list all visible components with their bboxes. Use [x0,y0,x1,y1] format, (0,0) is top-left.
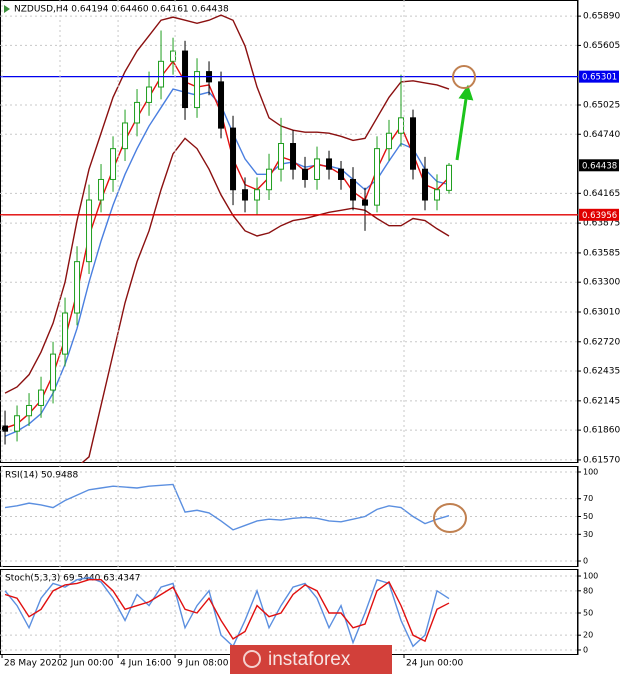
candle-body [74,261,81,314]
candle-body [398,117,405,134]
x-tick-label: 4 Jun 16:00 [120,659,172,669]
x-tick-label: 28 May 2020 [4,659,63,669]
x-tick-label: 9 Jun 08:00 [177,659,229,669]
y-tick-label: 0.65025 [583,100,620,110]
y-tick-label: 70 [583,494,593,503]
indicator-line [4,579,450,643]
candle-body [362,199,369,206]
y-tick-label: 0.64740 [583,130,620,140]
candle-body [254,189,261,201]
title-icon [4,5,10,13]
y-tick-label: 0.65605 [583,41,620,51]
candle-body [314,158,321,180]
candle-body [2,425,9,432]
candle-body [134,101,141,124]
watermark-icon [243,650,261,668]
indicator-line [4,14,450,394]
candle-body [326,158,333,170]
candle-body [14,415,21,432]
candle-body [302,168,309,180]
annotation-circle [433,503,467,533]
y-tick-label: 0.63875 [583,219,620,229]
candle-body [338,168,345,180]
watermark: instaforex [230,645,392,674]
indicator-line [80,137,450,463]
annotation-circle [452,65,476,89]
candle-body [26,404,33,417]
indicator-line [4,576,450,648]
y-tick-label: 0.61860 [583,426,620,436]
candle-body [434,189,441,201]
candle-body [218,81,225,129]
y-tick-label: 0.65890 [583,12,620,22]
candle-body [122,122,129,150]
y-tick-label: 50 [583,512,593,521]
candle-body [50,353,57,391]
y-tick-label: 0.61570 [583,455,620,465]
level-label-box [579,208,619,221]
indicator-line [4,483,450,531]
panel-title: RSI(14) 50.9488 [5,471,78,481]
candle-body [38,389,45,406]
level-label: 0.65301 [582,73,617,83]
candle-body [86,199,93,263]
y-tick-label: 0.63300 [583,278,620,288]
candle-body [350,178,357,201]
y-tick-label: 0.63010 [583,307,620,317]
candle-body [194,71,201,109]
candle-body [146,86,153,103]
candle-body [110,148,117,180]
candle-body [374,148,381,206]
y-tick-label: 0.62145 [583,396,620,406]
annotation-arrow [455,84,474,161]
candle-body [98,178,105,201]
level-label-box [579,70,619,83]
level-label: 0.63956 [582,211,617,221]
y-tick-label: 50 [583,608,593,617]
y-tick-label: 0 [583,557,588,566]
y-tick-label: 30 [583,530,593,539]
plot-area [4,576,450,648]
x-tick-label: 2 Jun 00:00 [62,659,114,669]
watermark-box [230,645,392,674]
candle-body [290,143,297,170]
price-label: 0.64438 [582,161,617,171]
y-tick-label: 100 [583,572,598,581]
price-label-box [579,159,619,172]
y-tick-label: 100 [583,467,598,476]
candle-body [62,312,69,355]
y-tick-label: 20 [583,631,593,640]
candle-body [158,60,165,88]
plot-area [2,14,453,463]
candle-body [278,143,285,170]
plot-area [4,483,450,531]
y-tick-label: 0 [583,645,588,654]
y-tick-label: 80 [583,586,593,595]
candle-body [386,132,393,150]
candle-body [410,117,417,170]
y-tick-label: 0.62720 [583,337,620,347]
candle-body [182,50,189,109]
panel-title: NZDUSD,H4 0.64194 0.64460 0.64161 0.6443… [14,5,229,15]
watermark-text: instaforex [268,649,351,670]
y-tick-label: 0.64165 [583,189,620,199]
candle-body [242,189,249,201]
candle-body [422,168,429,201]
candle-body [446,164,453,191]
candle-body [266,168,273,191]
panel-title: Stoch(5,3,3) 69.5440 63.4347 [5,574,140,584]
x-tick-label: 24 Jun 00:00 [406,659,463,669]
y-tick-label: 0.63585 [583,248,620,258]
candle-body [230,127,237,191]
y-tick-label: 0.62435 [583,367,620,377]
